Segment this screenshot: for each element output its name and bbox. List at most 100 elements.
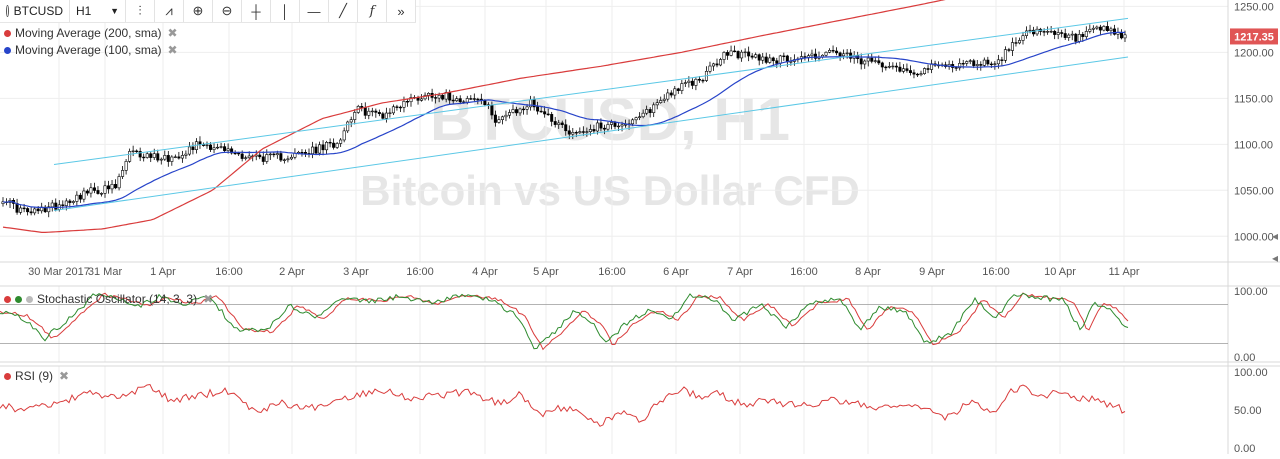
candle-down[interactable] <box>757 54 761 61</box>
candle-down[interactable] <box>880 62 884 68</box>
horizontal-line-button[interactable]: — <box>300 0 329 22</box>
candle-up[interactable] <box>711 63 715 67</box>
candle-up[interactable] <box>497 119 501 123</box>
candle-down[interactable] <box>550 114 554 122</box>
candle-up[interactable] <box>652 104 656 114</box>
candle-up[interactable] <box>391 106 395 114</box>
candle-down[interactable] <box>441 94 445 100</box>
candle-down[interactable] <box>1119 32 1123 39</box>
candle-down[interactable] <box>567 130 571 135</box>
candle-down[interactable] <box>223 146 227 151</box>
candle-up[interactable] <box>187 146 191 155</box>
candle-down[interactable] <box>493 114 497 123</box>
candle-down[interactable] <box>29 211 33 214</box>
candle-up[interactable] <box>729 50 733 56</box>
candle-up[interactable] <box>212 147 216 150</box>
candle-up[interactable] <box>719 59 723 66</box>
candle-down[interactable] <box>536 106 540 112</box>
candle-up[interactable] <box>346 121 350 132</box>
candle-down[interactable] <box>690 80 694 86</box>
candle-up[interactable] <box>863 60 867 65</box>
candle-down[interactable] <box>1063 33 1067 38</box>
candle-up[interactable] <box>1109 28 1113 31</box>
candle-up[interactable] <box>388 112 392 114</box>
candle-up[interactable] <box>465 98 469 103</box>
candle-up[interactable] <box>641 112 645 118</box>
candle-up[interactable] <box>128 151 132 162</box>
candle-up[interactable] <box>638 116 642 118</box>
candle-down[interactable] <box>458 98 462 103</box>
candle-up[interactable] <box>1091 27 1095 30</box>
candle-down[interactable] <box>859 58 863 65</box>
candle-up[interactable] <box>289 156 293 160</box>
candle-up[interactable] <box>1025 30 1029 36</box>
candle-up[interactable] <box>923 68 927 74</box>
candle-down[interactable] <box>233 152 237 155</box>
candle-down[interactable] <box>515 109 519 114</box>
candle-up[interactable] <box>384 112 388 119</box>
candle-down[interactable] <box>149 153 153 158</box>
candle-up[interactable] <box>103 185 107 194</box>
candle-up[interactable] <box>595 122 599 132</box>
candle-up[interactable] <box>511 109 515 113</box>
candle-down[interactable] <box>835 50 839 54</box>
candle-up[interactable] <box>518 108 522 114</box>
candle-down[interactable] <box>54 202 58 210</box>
candle-up[interactable] <box>571 132 575 135</box>
candle-down[interactable] <box>230 148 234 154</box>
candle-down[interactable] <box>374 110 378 113</box>
candle-down[interactable] <box>1081 34 1085 37</box>
candle-up[interactable] <box>219 146 223 148</box>
candle-up[interactable] <box>286 158 290 161</box>
candle-up[interactable] <box>124 161 128 171</box>
candle-down[interactable] <box>599 122 603 129</box>
candle-down[interactable] <box>1042 31 1046 33</box>
trend-line-button[interactable]: ╱ <box>329 0 358 22</box>
candle-down[interactable] <box>381 113 385 119</box>
candle-down[interactable] <box>1112 28 1116 35</box>
candle-up[interactable] <box>1010 42 1014 51</box>
candle-down[interactable] <box>574 132 578 134</box>
candle-down[interactable] <box>303 152 307 154</box>
stoch-d-line[interactable] <box>0 292 1129 351</box>
candle-down[interactable] <box>602 127 606 130</box>
candle-up[interactable] <box>673 88 677 96</box>
candle-down[interactable] <box>669 92 673 96</box>
candle-up[interactable] <box>1102 26 1106 31</box>
legend-ma200[interactable]: Moving Average (200, sma) ✖ <box>4 26 178 40</box>
candle-up[interactable] <box>659 100 663 104</box>
candle-up[interactable] <box>504 114 508 118</box>
candle-down[interactable] <box>209 144 213 150</box>
candle-down[interactable] <box>78 194 82 200</box>
candle-up[interactable] <box>64 200 68 206</box>
candle-down[interactable] <box>648 109 652 114</box>
candle-up[interactable] <box>687 80 691 83</box>
candle-down[interactable] <box>332 142 336 148</box>
candle-up[interactable] <box>585 131 589 133</box>
candle-down[interactable] <box>363 107 367 116</box>
candle-down[interactable] <box>198 141 202 145</box>
close-icon[interactable]: ✖ <box>59 369 70 383</box>
candle-up[interactable] <box>655 102 659 106</box>
legend-stochastic[interactable]: Stochastic Oscillator (14, 3, 3) ✖ <box>4 292 213 306</box>
candle-down[interactable] <box>898 66 902 72</box>
candle-up[interactable] <box>968 60 972 62</box>
candle-up[interactable] <box>19 207 23 213</box>
candle-down[interactable] <box>142 156 146 159</box>
candle-down[interactable] <box>701 79 705 82</box>
candle-up[interactable] <box>367 110 371 116</box>
candle-up[interactable] <box>437 94 441 99</box>
candle-down[interactable] <box>395 106 399 108</box>
candle-down[interactable] <box>1098 26 1102 31</box>
candle-up[interactable] <box>1 201 5 204</box>
candle-up[interactable] <box>1049 30 1053 33</box>
bar-style-button[interactable]: ⫶ <box>126 0 155 22</box>
candle-down[interactable] <box>85 190 89 194</box>
interval-dropdown[interactable]: H1 ▼ <box>70 0 126 22</box>
candle-down[interactable] <box>279 153 283 161</box>
candle-up[interactable] <box>173 156 177 158</box>
candle-down[interactable] <box>377 112 381 115</box>
candle-up[interactable] <box>71 201 75 203</box>
candle-down[interactable] <box>314 146 318 154</box>
candle-up[interactable] <box>873 60 877 62</box>
